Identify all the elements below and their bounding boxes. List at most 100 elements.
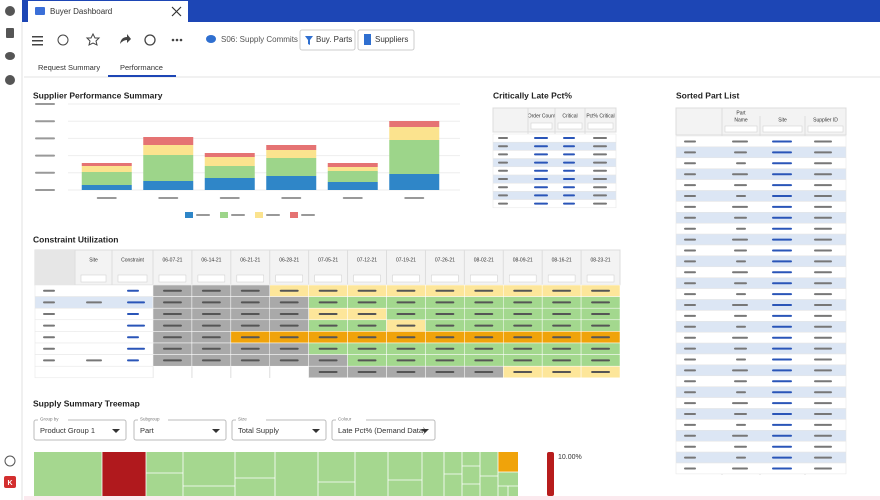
placeholder xyxy=(357,371,377,373)
filter-box[interactable] xyxy=(392,274,420,283)
placeholder xyxy=(513,336,533,339)
placeholder xyxy=(772,434,792,437)
placeholder xyxy=(772,304,792,306)
placeholder xyxy=(772,184,792,187)
placeholder xyxy=(814,173,832,176)
icon[interactable] xyxy=(5,75,15,85)
placeholder xyxy=(814,423,832,426)
placeholder xyxy=(266,214,280,216)
placeholder xyxy=(127,313,139,315)
tab[interactable]: Request Summary xyxy=(38,63,100,72)
icon[interactable] xyxy=(144,34,156,46)
placeholder xyxy=(772,195,792,197)
filter-box[interactable] xyxy=(470,274,498,283)
filter-box[interactable] xyxy=(275,274,303,283)
filter-box[interactable] xyxy=(807,125,844,133)
icon[interactable] xyxy=(85,32,101,46)
placeholder xyxy=(96,197,117,199)
dropdown[interactable] xyxy=(331,419,436,441)
button[interactable] xyxy=(299,29,356,51)
placeholder xyxy=(163,313,182,315)
placeholder xyxy=(814,151,832,154)
placeholder xyxy=(772,380,792,383)
filter-box[interactable] xyxy=(353,274,381,283)
placeholder xyxy=(127,301,145,304)
legend-swatch xyxy=(290,212,298,218)
bar-segment xyxy=(143,155,194,181)
icon[interactable] xyxy=(4,476,16,488)
dropdown[interactable] xyxy=(33,419,127,441)
icon[interactable] xyxy=(171,38,175,42)
icon[interactable] xyxy=(5,6,15,16)
dropdown-arrow xyxy=(212,429,220,433)
toolbar-icons xyxy=(32,32,183,46)
dropdown-arrow xyxy=(312,429,320,433)
placeholder xyxy=(732,402,748,405)
placeholder xyxy=(814,369,832,372)
close-icon[interactable] xyxy=(171,6,182,17)
filter-box[interactable] xyxy=(158,274,187,283)
filter-box[interactable] xyxy=(236,274,264,283)
icon[interactable] xyxy=(32,40,43,42)
placeholder xyxy=(552,289,572,292)
column-header: Name xyxy=(734,117,748,123)
placeholder xyxy=(43,301,55,304)
icon[interactable] xyxy=(5,52,15,60)
placeholder xyxy=(732,467,748,470)
filter-box[interactable] xyxy=(314,274,342,283)
icon[interactable] xyxy=(32,44,43,46)
scenario[interactable]: S06: Supply Commits xyxy=(221,35,298,44)
placeholder xyxy=(814,304,832,306)
placeholder xyxy=(684,347,696,350)
placeholder xyxy=(734,151,747,154)
placeholder xyxy=(127,289,139,292)
placeholder xyxy=(684,173,696,176)
placeholder xyxy=(534,153,548,156)
placeholder xyxy=(404,197,425,199)
filter-box[interactable] xyxy=(587,122,614,130)
filter-box[interactable] xyxy=(530,122,553,130)
placeholder xyxy=(684,205,696,208)
column-header: 08-02-21 xyxy=(474,257,494,263)
placeholder xyxy=(534,145,548,148)
filter-box[interactable] xyxy=(724,125,758,133)
placeholder xyxy=(772,467,792,470)
icon[interactable] xyxy=(32,36,43,38)
dropdown-label-bg xyxy=(138,417,168,422)
icon[interactable] xyxy=(175,38,179,42)
placeholder xyxy=(158,197,179,199)
placeholder xyxy=(498,161,508,164)
placeholder xyxy=(684,423,696,426)
icon[interactable] xyxy=(4,455,16,467)
dropdown[interactable] xyxy=(231,419,327,441)
placeholder xyxy=(591,289,610,292)
filter-box[interactable] xyxy=(557,122,583,130)
placeholder xyxy=(772,216,792,219)
tab-active[interactable]: Performance xyxy=(120,63,163,72)
filter-box[interactable] xyxy=(586,274,615,283)
filter-box[interactable] xyxy=(80,274,107,283)
filter-box[interactable] xyxy=(762,125,803,133)
icon[interactable] xyxy=(57,34,69,46)
placeholder xyxy=(684,282,696,285)
filter-box[interactable] xyxy=(117,274,148,283)
placeholder xyxy=(357,289,377,292)
placeholder xyxy=(563,194,575,197)
filter-box[interactable] xyxy=(509,274,537,283)
column-header: 07-19-21 xyxy=(396,257,416,263)
filter-box[interactable] xyxy=(431,274,459,283)
filter-box[interactable] xyxy=(547,274,576,283)
placeholder xyxy=(552,301,572,304)
button[interactable] xyxy=(357,29,415,51)
placeholder xyxy=(435,324,455,327)
placeholder xyxy=(435,371,455,373)
dropdown[interactable] xyxy=(133,419,227,441)
placeholder xyxy=(498,145,508,148)
bar-segment xyxy=(266,150,317,158)
placeholder xyxy=(279,336,299,339)
filter-box[interactable] xyxy=(197,274,226,283)
icon[interactable] xyxy=(120,34,131,44)
window-tab[interactable] xyxy=(28,1,188,22)
icon[interactable] xyxy=(6,28,14,38)
icon[interactable] xyxy=(179,38,183,42)
